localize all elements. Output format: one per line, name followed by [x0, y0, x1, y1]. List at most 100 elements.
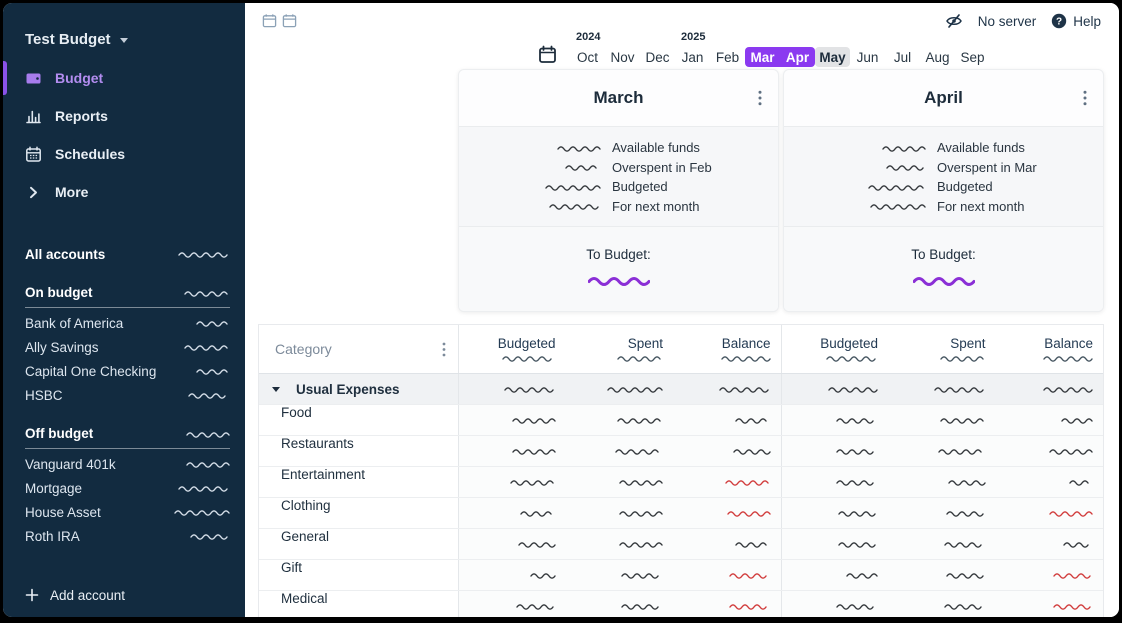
spent-cell-march[interactable] [565, 374, 673, 404]
spent-cell-april[interactable] [888, 498, 996, 528]
spent-cell-april[interactable] [888, 560, 996, 590]
sidebar-account-row[interactable]: HSBC [25, 383, 230, 407]
balance-cell-march[interactable] [673, 529, 781, 559]
category-name-cell[interactable]: Clothing [259, 498, 458, 528]
month-button-nov[interactable]: Nov [610, 49, 635, 65]
sidebar-item-reports[interactable]: Reports [3, 97, 245, 135]
month-button-feb[interactable]: Feb [715, 49, 740, 65]
budgeted-cell-april[interactable] [780, 405, 888, 435]
balance-cell-april[interactable] [995, 436, 1103, 466]
sidebar-account-row[interactable]: Bank of America [25, 311, 230, 335]
category-group-row[interactable]: Usual Expenses [259, 374, 1103, 405]
budgeted-cell-april[interactable] [780, 498, 888, 528]
sidebar-item-budget[interactable]: Budget [3, 59, 245, 97]
spent-cell-march[interactable] [565, 591, 673, 617]
budgeted-cell-march[interactable] [458, 591, 566, 617]
sidebar-account-row[interactable]: Ally Savings [25, 335, 230, 359]
budget-file-menu[interactable]: Test Budget [25, 31, 245, 48]
server-status[interactable]: No server [977, 13, 1037, 29]
spent-cell-april[interactable] [888, 529, 996, 559]
spent-cell-april[interactable] [888, 374, 996, 404]
budgeted-cell-april[interactable] [780, 467, 888, 497]
category-name-cell[interactable]: Gift [259, 560, 458, 590]
month-button-oct[interactable]: Oct [576, 49, 598, 65]
month-button-may[interactable]: May [815, 47, 850, 67]
month-button-jan[interactable]: Jan [681, 49, 704, 65]
balance-cell-april[interactable] [995, 498, 1103, 528]
balance-cell-march[interactable] [673, 405, 781, 435]
masked-value-squiggle [178, 486, 228, 492]
balance-cell-april[interactable] [995, 374, 1103, 404]
sidebar-account-row[interactable]: House Asset [25, 500, 230, 524]
sidebar-account-row[interactable]: Capital One Checking [25, 359, 230, 383]
balance-cell-march[interactable] [673, 560, 781, 590]
budget-table: Category Budgeted Spent Balance Budgeted Spe… [258, 324, 1104, 617]
budgeted-cell-march[interactable] [458, 436, 566, 466]
budgeted-cell-april[interactable] [780, 529, 888, 559]
spent-cell-march[interactable] [565, 560, 673, 590]
balance-cell-march[interactable] [673, 591, 781, 617]
balance-cell-march[interactable] [673, 498, 781, 528]
spent-cell-april[interactable] [888, 467, 996, 497]
category-group-name-cell[interactable]: Usual Expenses [259, 374, 458, 404]
month-button-jul[interactable]: Jul [893, 49, 912, 65]
balance-cell-april[interactable] [995, 560, 1103, 590]
sidebar-account-row[interactable]: Roth IRA [25, 524, 230, 548]
category-name-cell[interactable]: Medical [259, 591, 458, 617]
month-button-jun[interactable]: Jun [856, 49, 879, 65]
budgeted-cell-april[interactable] [780, 560, 888, 590]
budgeted-cell-march[interactable] [458, 405, 566, 435]
balance-cell-april[interactable] [995, 591, 1103, 617]
category-name-cell[interactable]: General [259, 529, 458, 559]
budgeted-cell-march[interactable] [458, 560, 566, 590]
budgeted-cell-april[interactable] [780, 591, 888, 617]
spent-cell-march[interactable] [565, 436, 673, 466]
budgeted-cell-april[interactable] [780, 436, 888, 466]
two-month-view-icon[interactable] [282, 13, 297, 28]
balance-cell-march[interactable] [673, 436, 781, 466]
spent-cell-march[interactable] [565, 498, 673, 528]
sidebar-account-row[interactable]: Vanguard 401k [25, 452, 230, 476]
to-budget-value[interactable] [587, 275, 650, 286]
category-name-cell[interactable]: Entertainment [259, 467, 458, 497]
account-group-header[interactable]: On budget [25, 281, 230, 308]
month-button-aug[interactable]: Aug [925, 49, 950, 65]
budgeted-cell-march[interactable] [458, 374, 566, 404]
month-menu-kebab-icon[interactable] [1080, 87, 1090, 109]
spent-cell-march[interactable] [565, 529, 673, 559]
budgeted-cell-april[interactable] [780, 374, 888, 404]
budgeted-cell-march[interactable] [458, 529, 566, 559]
spent-cell-march[interactable] [565, 405, 673, 435]
sidebar-item-more[interactable]: More [3, 173, 245, 211]
budgeted-cell-march[interactable] [458, 467, 566, 497]
help-button[interactable]: ? Help [1051, 13, 1101, 29]
sidebar-item-schedules[interactable]: Schedules [3, 135, 245, 173]
month-picker-calendar-icon[interactable] [538, 45, 557, 64]
category-name-cell[interactable]: Restaurants [259, 436, 458, 466]
spent-cell-april[interactable] [888, 436, 996, 466]
balance-cell-april[interactable] [995, 405, 1103, 435]
month-button-sep[interactable]: Sep [960, 49, 985, 65]
spent-cell-april[interactable] [888, 405, 996, 435]
one-month-view-icon[interactable] [262, 13, 277, 28]
balance-cell-march[interactable] [673, 467, 781, 497]
add-account-button[interactable]: Add account [25, 583, 125, 607]
category-name-cell[interactable]: Food [259, 405, 458, 435]
balance-cell-april[interactable] [995, 467, 1103, 497]
spent-cell-april[interactable] [888, 591, 996, 617]
balance-cell-march[interactable] [673, 374, 781, 404]
privacy-eye-slash-icon[interactable] [945, 13, 963, 29]
category-menu-kebab-icon[interactable] [442, 342, 446, 357]
month-button-mar[interactable]: Mar [745, 47, 780, 67]
account-group-header[interactable]: Off budget [25, 422, 230, 449]
balance-cell-april[interactable] [995, 529, 1103, 559]
month-button-dec[interactable]: Dec [645, 49, 670, 65]
month-button-apr[interactable]: Apr [780, 47, 815, 67]
sidebar-item-all-accounts[interactable]: All accounts [25, 242, 230, 266]
sidebar-account-row[interactable]: Mortgage [25, 476, 230, 500]
month-menu-kebab-icon[interactable] [755, 87, 765, 109]
to-budget-value[interactable] [912, 275, 975, 286]
spent-cell-march[interactable] [565, 467, 673, 497]
budgeted-cell-march[interactable] [458, 498, 566, 528]
collapse-group-icon[interactable] [272, 386, 280, 392]
